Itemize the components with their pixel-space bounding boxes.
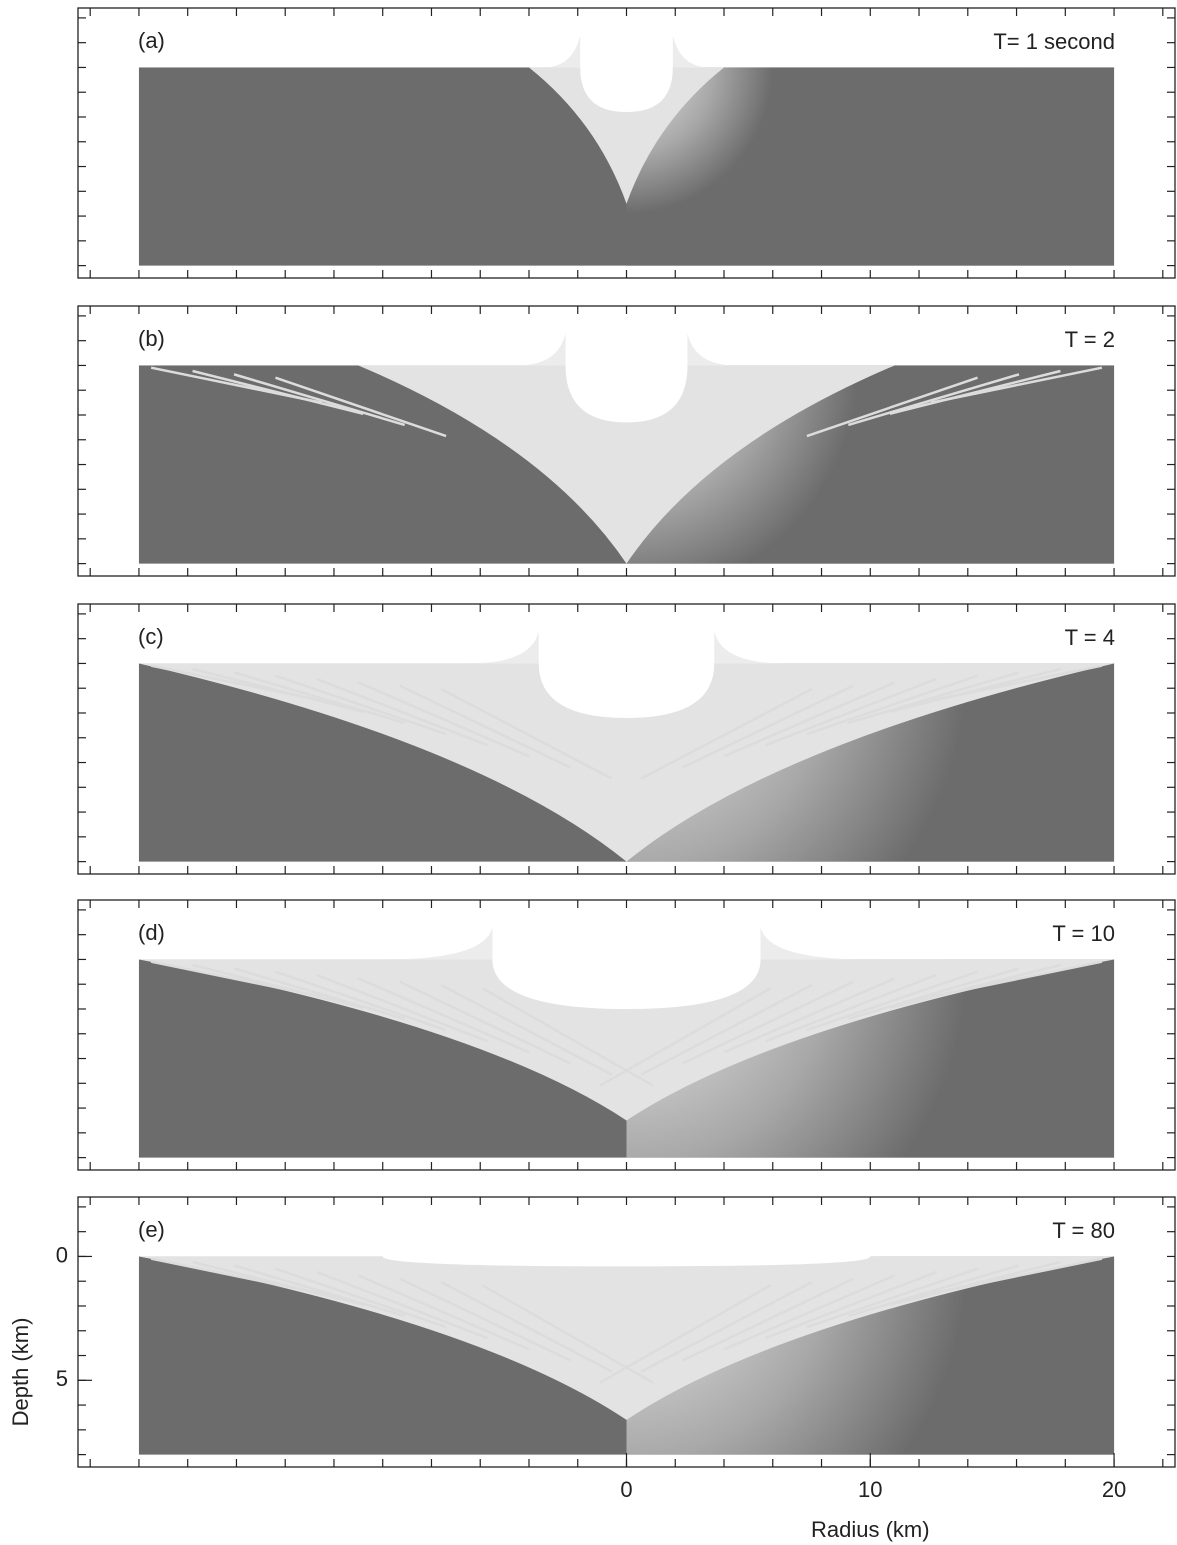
x-tick-label: 0 [620,1477,632,1502]
panel: (b) T = 2 [78,306,1175,576]
y-tick-label: 0 [56,1242,68,1267]
ejecta-curtain [761,927,868,959]
y-tick-label: 5 [56,1366,68,1391]
ejecta-curtain [543,35,580,67]
panel-title: T = 80 [1052,1218,1115,1243]
x-tick-label: 10 [858,1477,882,1502]
x-axis-label: Radius (km) [811,1517,930,1542]
panel-title: T = 4 [1065,625,1115,650]
shock-zone [627,67,1115,265]
x-tick-label: 20 [1102,1477,1126,1502]
ejecta-curtain [673,35,710,67]
crater [566,306,688,422]
figure: (a) T= 1 second (b) T = 2 (c) T = 4 (d) T = 10 0… [0,0,1177,1545]
ejecta-curtain [517,333,566,365]
panel: (a) T= 1 second [78,8,1175,278]
ejecta-curtain [385,927,492,959]
panel-title: T = 2 [1065,327,1115,352]
crater [580,8,673,112]
panel: 0 10 20 0 5 (e) T = 80 Radius (km) Depth (km) [8,1197,1175,1542]
panel-label: (e) [138,1217,165,1242]
crater [539,604,715,718]
panel-label: (a) [138,28,165,53]
y-axis-label: Depth (km) [8,1318,33,1427]
ejecta-curtain [687,333,736,365]
panel-label: (c) [138,624,164,649]
crater [492,900,760,1009]
panel: (d) T = 10 [78,900,1175,1170]
panel-label: (d) [138,920,165,945]
panel: (c) T = 4 [78,604,1175,874]
panel-label: (b) [138,326,165,351]
panel-title: T= 1 second [993,29,1115,54]
ejecta-curtain [469,631,539,663]
ejecta-curtain [714,631,784,663]
panel-title: T = 10 [1052,921,1115,946]
crater [383,1197,871,1266]
